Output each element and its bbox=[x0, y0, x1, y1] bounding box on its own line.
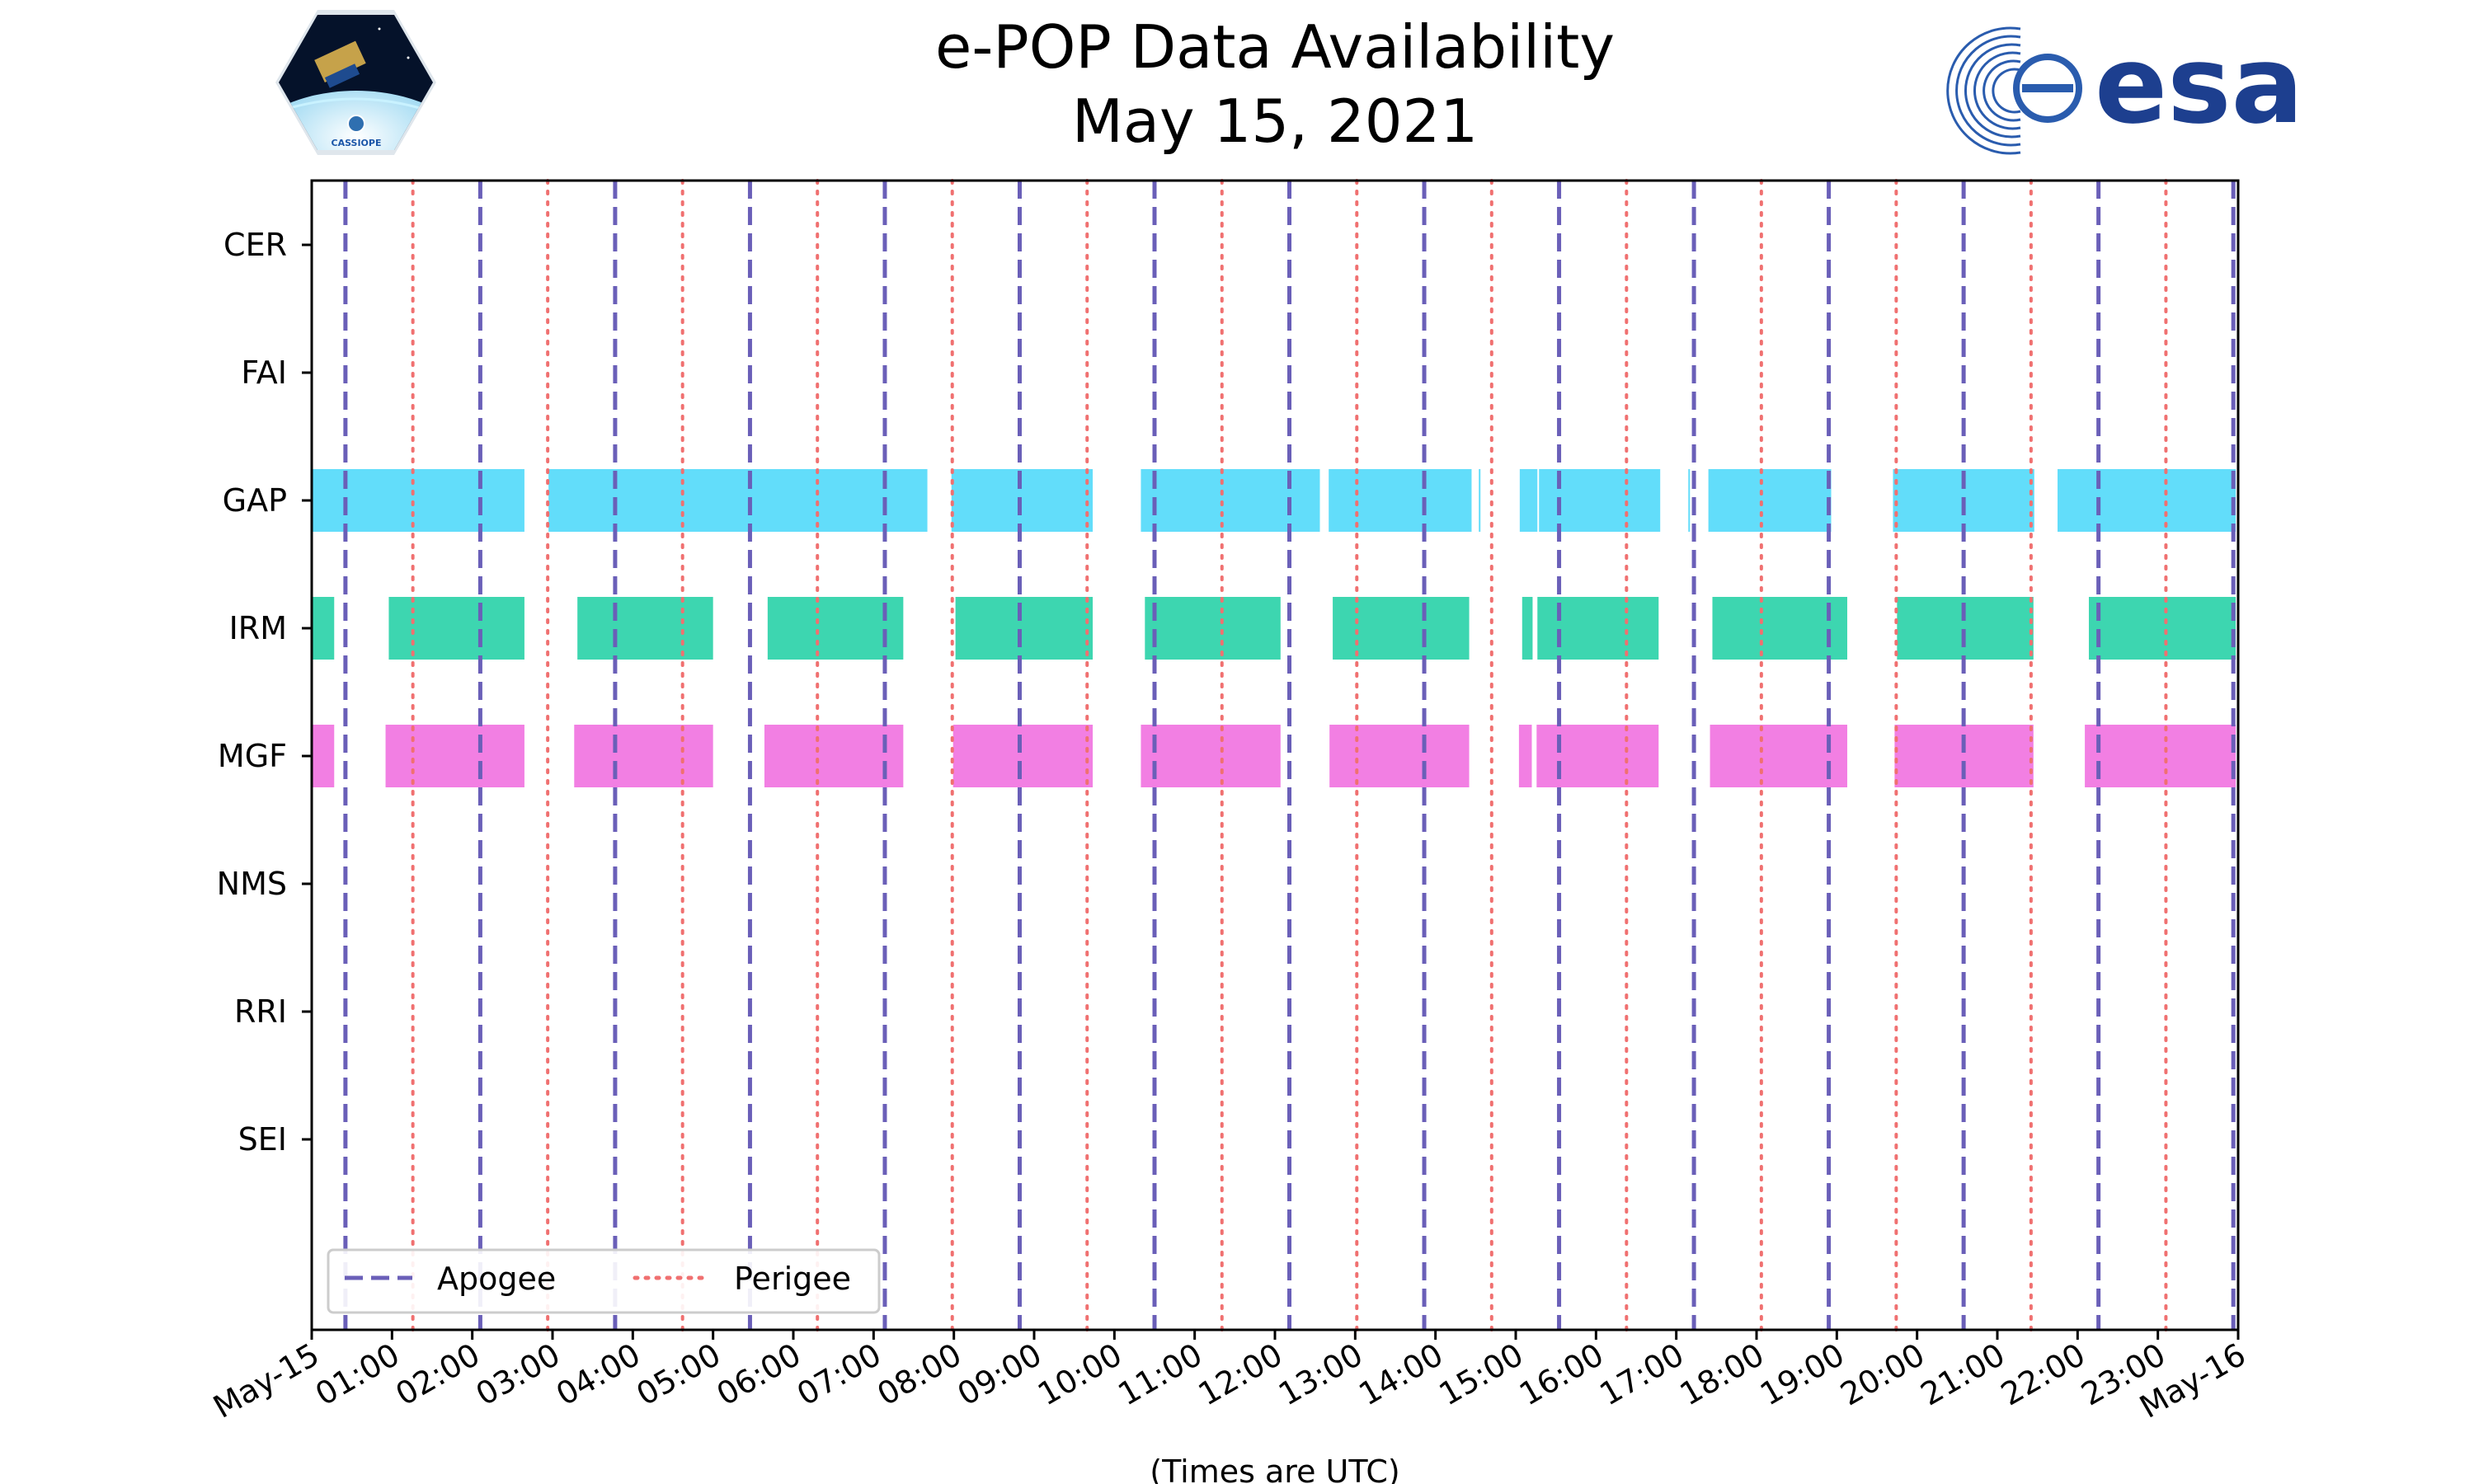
ytick-label-nms: NMS bbox=[217, 866, 287, 902]
esa-logo: esa bbox=[1946, 22, 2303, 155]
xtick-label-4: 04:00 bbox=[550, 1336, 647, 1413]
legend-box bbox=[327, 1248, 881, 1314]
xtick-label-13: 13:00 bbox=[1272, 1336, 1369, 1413]
bar-gap-3 bbox=[1141, 469, 1320, 532]
bar-mgf-2 bbox=[574, 725, 713, 787]
chart-title-line-2: May 15, 2021 bbox=[1072, 87, 1478, 156]
cassiope-logo-text: CASSIOPE bbox=[332, 138, 382, 148]
bar-mgf-4 bbox=[952, 725, 1094, 787]
bar-mgf-5 bbox=[1141, 725, 1281, 787]
y-axis: CER FAI GAP IRM MGF NMS RRI SEI bbox=[217, 227, 312, 1158]
bar-irm-9 bbox=[1712, 597, 1847, 660]
xtick-label-17: 17:00 bbox=[1593, 1336, 1690, 1413]
bar-mgf-9 bbox=[1710, 725, 1847, 787]
xtick-label-6: 06:00 bbox=[711, 1336, 807, 1413]
bar-irm-8 bbox=[1537, 597, 1659, 660]
xtick-label-2: 02:00 bbox=[389, 1336, 486, 1413]
ytick-label-mgf: MGF bbox=[218, 738, 287, 774]
bar-gap-9 bbox=[1708, 469, 1832, 532]
bar-gap-8 bbox=[1688, 469, 1691, 532]
bar-irm-1 bbox=[388, 597, 524, 660]
xtick-label-19: 19:00 bbox=[1754, 1336, 1851, 1413]
legend-apogee-label: Apogee bbox=[437, 1261, 556, 1297]
xtick-label-0: May-15 bbox=[207, 1336, 325, 1425]
xtick-label-3: 03:00 bbox=[470, 1336, 567, 1413]
cassiope-logo: CASSIOPE bbox=[275, 10, 436, 155]
bar-irm-0 bbox=[312, 597, 335, 660]
bar-gap-2 bbox=[951, 469, 1094, 532]
bar-irm-2 bbox=[577, 597, 713, 660]
bar-irm-4 bbox=[955, 597, 1094, 660]
bar-gap-11 bbox=[2058, 469, 2236, 532]
xtick-label-1: 01:00 bbox=[309, 1336, 406, 1413]
bar-irm-5 bbox=[1145, 597, 1281, 660]
bar-irm-3 bbox=[767, 597, 904, 660]
xtick-label-16: 16:00 bbox=[1513, 1336, 1610, 1413]
xtick-label-5: 05:00 bbox=[630, 1336, 727, 1413]
availability-bars bbox=[312, 469, 2236, 787]
bar-gap-4 bbox=[1329, 469, 1472, 532]
legend: Apogee Perigee bbox=[327, 1248, 881, 1314]
bar-mgf-11 bbox=[2085, 725, 2236, 787]
xtick-label-10: 10:00 bbox=[1032, 1336, 1128, 1413]
xtick-label-20: 20:00 bbox=[1834, 1336, 1931, 1413]
ytick-label-cer: CER bbox=[223, 227, 287, 263]
bar-gap-6 bbox=[1519, 469, 1538, 532]
bar-mgf-0 bbox=[312, 725, 335, 787]
bar-irm-7 bbox=[1522, 597, 1533, 660]
xtick-label-22: 22:00 bbox=[1995, 1336, 2091, 1413]
xtick-label-14: 14:00 bbox=[1352, 1336, 1449, 1413]
ytick-label-sei: SEI bbox=[238, 1121, 287, 1158]
bar-mgf-7 bbox=[1518, 725, 1532, 787]
xtick-label-12: 12:00 bbox=[1192, 1336, 1289, 1413]
x-axis: May-1501:0002:0003:0004:0005:0006:0007:0… bbox=[207, 1330, 2252, 1425]
ytick-label-irm: IRM bbox=[229, 610, 287, 646]
ytick-label-rri: RRI bbox=[234, 993, 287, 1030]
xtick-label-11: 11:00 bbox=[1112, 1336, 1208, 1413]
xtick-label-9: 09:00 bbox=[952, 1336, 1048, 1413]
bar-irm-6 bbox=[1333, 597, 1470, 660]
bar-mgf-1 bbox=[385, 725, 524, 787]
xtick-label-18: 18:00 bbox=[1674, 1336, 1771, 1413]
bar-mgf-8 bbox=[1536, 725, 1659, 787]
bar-mgf-6 bbox=[1329, 725, 1470, 787]
x-axis-label: (Times are UTC) bbox=[1150, 1453, 1399, 1484]
bar-mgf-3 bbox=[764, 725, 904, 787]
legend-perigee-label: Perigee bbox=[734, 1261, 851, 1297]
chart-title-line-1: e-POP Data Availability bbox=[935, 12, 1615, 82]
xtick-label-15: 15:00 bbox=[1433, 1336, 1530, 1413]
xtick-label-8: 08:00 bbox=[871, 1336, 967, 1413]
bar-irm-11 bbox=[2088, 597, 2236, 660]
ytick-label-gap: GAP bbox=[223, 482, 287, 519]
bar-gap-1 bbox=[548, 469, 928, 532]
xtick-label-7: 07:00 bbox=[791, 1336, 887, 1413]
xtick-label-21: 21:00 bbox=[1915, 1336, 2011, 1413]
esa-logo-text: esa bbox=[2095, 22, 2303, 148]
orbit-lines bbox=[343, 179, 2236, 1331]
bar-gap-5 bbox=[1479, 469, 1481, 532]
ytick-label-fai: FAI bbox=[241, 355, 287, 391]
